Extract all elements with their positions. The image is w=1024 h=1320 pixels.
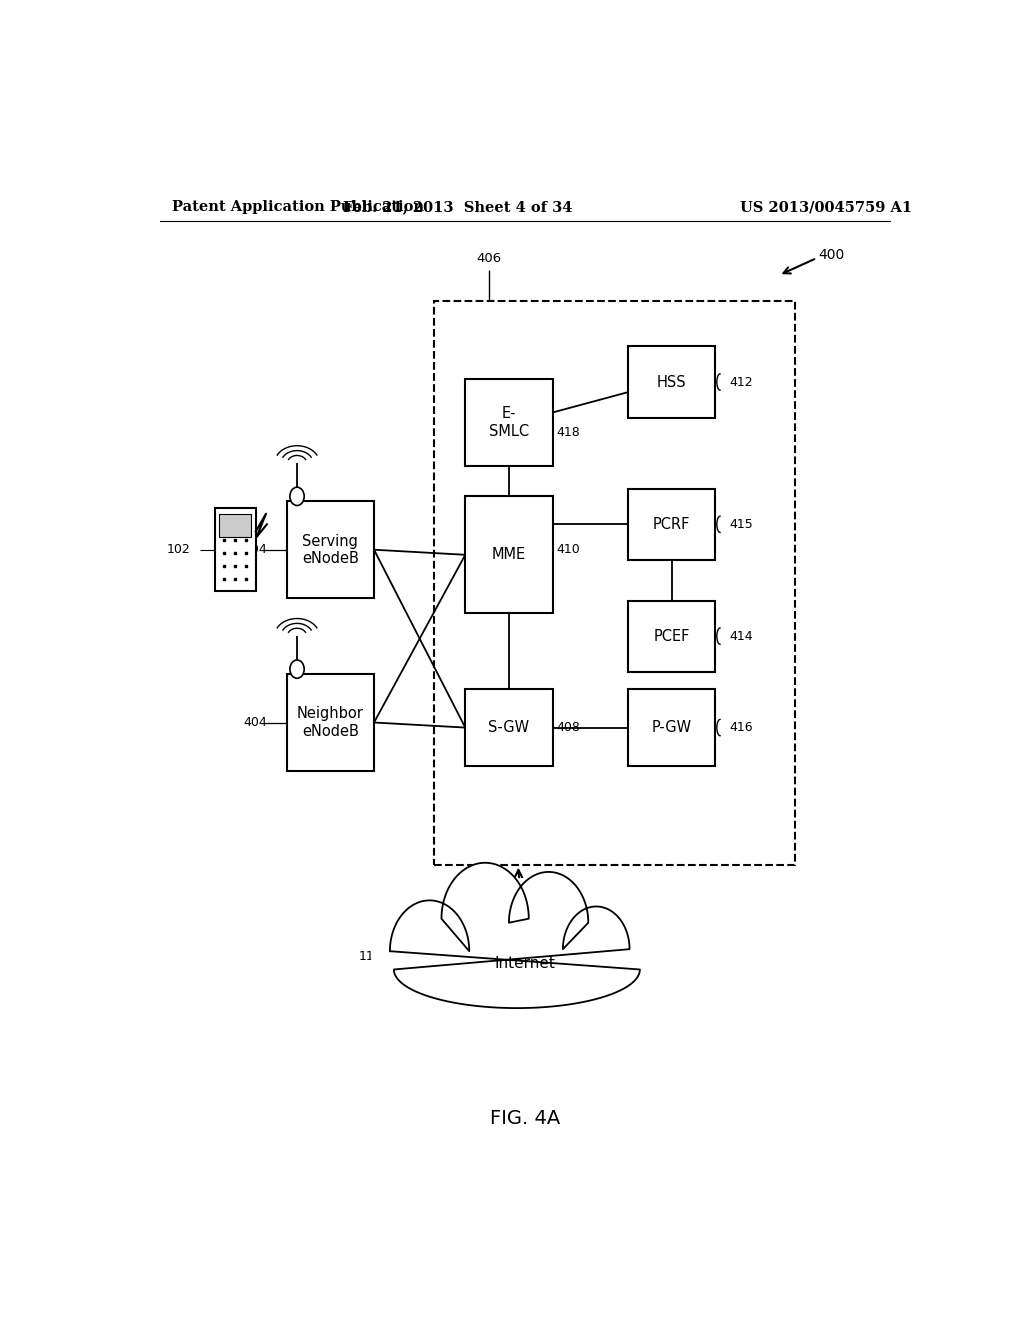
Polygon shape — [390, 863, 640, 1008]
Text: 114: 114 — [358, 950, 382, 962]
Text: PCRF: PCRF — [653, 517, 690, 532]
Text: E-
SMLC: E- SMLC — [488, 407, 529, 438]
Ellipse shape — [371, 878, 663, 1044]
Text: 408: 408 — [557, 721, 581, 734]
Text: Serving
eNodeB: Serving eNodeB — [302, 533, 358, 566]
Text: Neighbor
eNodeB: Neighbor eNodeB — [297, 706, 364, 739]
Bar — [628, 346, 716, 417]
Text: 412: 412 — [729, 375, 754, 388]
Text: 415: 415 — [729, 517, 754, 531]
Text: 418: 418 — [557, 426, 581, 440]
Bar — [287, 675, 374, 771]
Bar — [628, 601, 716, 672]
Circle shape — [290, 660, 304, 678]
Text: Patent Application Publication: Patent Application Publication — [172, 201, 424, 214]
Text: Internet: Internet — [495, 956, 555, 972]
Text: S-GW: S-GW — [488, 721, 529, 735]
Text: 400: 400 — [818, 248, 845, 261]
Bar — [628, 488, 716, 560]
Text: 404: 404 — [243, 715, 267, 729]
Text: P-GW: P-GW — [651, 721, 691, 735]
Text: 406: 406 — [476, 252, 502, 265]
Text: 416: 416 — [729, 721, 754, 734]
Bar — [219, 513, 251, 536]
Bar — [214, 508, 256, 591]
Bar — [465, 689, 553, 766]
Bar — [628, 689, 716, 766]
Bar — [433, 301, 795, 865]
Text: MME: MME — [492, 548, 526, 562]
Text: US 2013/0045759 A1: US 2013/0045759 A1 — [740, 201, 912, 214]
Text: HSS: HSS — [656, 375, 686, 389]
Text: Feb. 21, 2013  Sheet 4 of 34: Feb. 21, 2013 Sheet 4 of 34 — [343, 201, 572, 214]
Text: PCEF: PCEF — [653, 628, 690, 644]
Bar — [287, 502, 374, 598]
Text: 102: 102 — [167, 544, 190, 556]
Bar — [465, 379, 553, 466]
Circle shape — [290, 487, 304, 506]
Bar — [465, 496, 553, 614]
Text: FIG. 4A: FIG. 4A — [489, 1109, 560, 1129]
Text: 404: 404 — [243, 544, 267, 556]
Text: 410: 410 — [557, 544, 581, 556]
Text: 414: 414 — [729, 630, 754, 643]
